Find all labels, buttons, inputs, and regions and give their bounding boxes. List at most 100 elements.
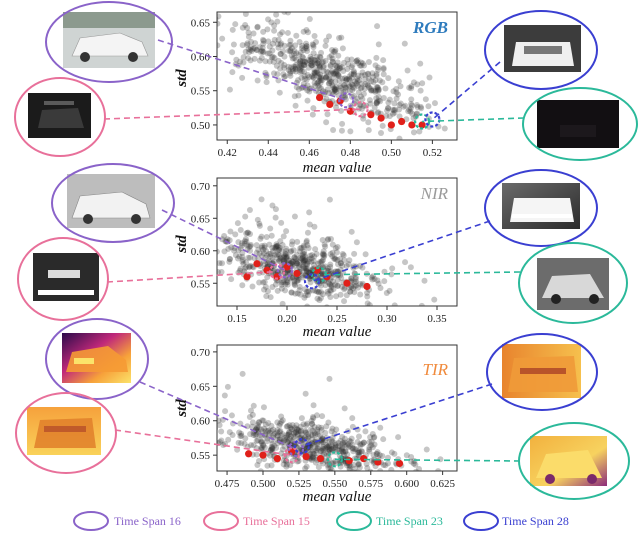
tir-point: [293, 429, 300, 436]
nir-point: [280, 257, 287, 264]
nir-point: [239, 253, 246, 260]
rgb-ytick-label: 0.55: [191, 86, 211, 98]
rgb-point: [207, 29, 213, 35]
nir-point: [236, 253, 243, 260]
rgb-point: [274, 41, 281, 48]
rgb-point: [298, 62, 305, 69]
rgb-point: [318, 75, 325, 82]
tir-point: [318, 426, 325, 433]
tir-point: [356, 464, 363, 471]
tir-connector-time-span-23: [334, 458, 521, 462]
rgb-point: [239, 74, 246, 81]
nir-point: [260, 250, 267, 257]
rgb-point: [362, 71, 369, 78]
nir-left-bottom-frame: [17, 237, 109, 321]
nir-point: [310, 261, 317, 268]
rgb-point: [281, 74, 288, 81]
nir-point: [332, 281, 339, 288]
rgb-point: [287, 47, 294, 54]
rgb-point: [336, 77, 343, 84]
tir-point: [342, 439, 349, 446]
rgb-right-top-frame: [484, 10, 598, 90]
tir-point: [250, 442, 257, 449]
nir-point: [288, 241, 295, 248]
rgb-point: [392, 106, 399, 113]
tir-point: [217, 439, 224, 446]
rgb-point: [365, 127, 372, 134]
rgb-point: [300, 28, 307, 35]
tir-point: [294, 430, 301, 437]
rgb-point: [333, 68, 340, 75]
rgb-point: [419, 80, 426, 87]
nir-point: [304, 242, 311, 249]
tir-point: [269, 444, 276, 451]
rgb-point: [326, 54, 333, 61]
nir-point: [241, 238, 248, 245]
tir-point: [341, 441, 348, 448]
rgb-point: [280, 71, 287, 78]
rgb-highlight-time-span-28: [424, 111, 441, 128]
tir-point: [345, 444, 352, 451]
tir-point: [271, 442, 278, 449]
rgb-point: [372, 62, 379, 69]
nir-point: [308, 255, 315, 262]
nir-point: [338, 283, 345, 290]
tir-ytick-label: 0.65: [191, 381, 211, 393]
rgb-point: [353, 58, 360, 65]
rgb-point: [310, 105, 317, 112]
nir-point: [302, 264, 309, 271]
rgb-point: [475, 142, 481, 148]
rgb-point: [396, 101, 403, 108]
rgb-point: [287, 70, 294, 77]
nir-point: [240, 260, 247, 267]
tir-point: [284, 431, 291, 438]
rgb-point: [268, 19, 275, 26]
tir-point: [391, 450, 398, 457]
nir-point: [242, 235, 249, 242]
tir-point: [217, 417, 222, 424]
tir-point: [437, 456, 444, 463]
nir-point: [296, 263, 303, 270]
nir-point: [221, 233, 228, 240]
tir-point: [330, 445, 337, 452]
rgb-point: [406, 106, 413, 113]
nir-point: [239, 258, 246, 265]
rgb-point: [295, 92, 302, 99]
tir-point: [308, 440, 315, 447]
rgb-point: [242, 12, 249, 17]
nir-point: [324, 236, 331, 243]
tir-point: [250, 402, 257, 409]
tir-point: [347, 438, 354, 445]
nir-point: [324, 288, 331, 295]
rgb-point: [293, 84, 300, 91]
rgb-point: [260, 37, 267, 44]
nir-point: [407, 264, 414, 271]
nir-point: [337, 272, 344, 279]
rgb-point: [269, 53, 276, 60]
rgb-point: [251, 45, 258, 52]
rgb-point: [307, 53, 314, 60]
tir-point: [249, 423, 256, 430]
tir-point: [313, 450, 320, 457]
rgb-point: [322, 73, 329, 80]
rgb-point: [324, 86, 331, 93]
rgb-point: [402, 144, 408, 150]
nir-point: [388, 271, 395, 278]
rgb-point: [407, 108, 414, 115]
nir-point: [294, 260, 301, 267]
nir-point: [279, 300, 286, 306]
rgb-point: [370, 87, 377, 94]
tir-point: [244, 325, 250, 331]
nir-point: [269, 244, 276, 251]
nir-point: [272, 214, 279, 221]
nir-point: [276, 246, 283, 253]
tir-point: [288, 433, 295, 440]
rgb-point: [323, 119, 330, 126]
rgb-point: [217, 13, 222, 20]
tir-xtick-label: 0.525: [287, 478, 312, 490]
nir-point: [278, 247, 285, 254]
rgb-point: [314, 69, 321, 76]
nir-point: [284, 305, 288, 306]
nir-point: [263, 248, 270, 255]
tir-point: [384, 460, 391, 467]
